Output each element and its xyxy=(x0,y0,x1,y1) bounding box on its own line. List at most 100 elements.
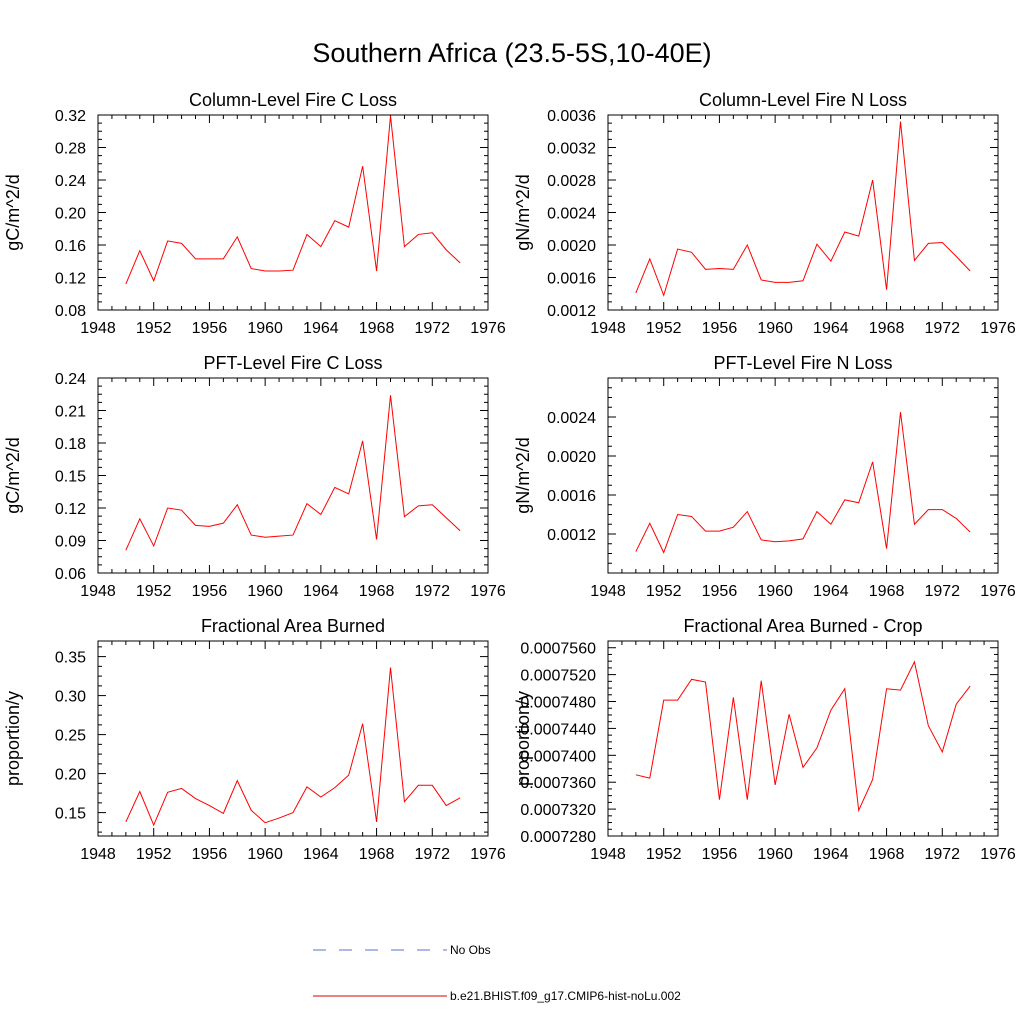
y-axis-label: gN/m^2/d xyxy=(513,437,533,513)
y-tick-label: 0.32 xyxy=(55,108,86,125)
x-tick-label: 1972 xyxy=(924,583,960,600)
y-axis-label: proportion/y xyxy=(513,691,533,786)
chart-panel-5: Fractional Area Burned proportion/y 1948 19… xyxy=(3,616,506,863)
y-tick-label: 0.28 xyxy=(55,141,86,158)
panel-title: Fractional Area Burned xyxy=(201,616,385,636)
y-tick-label: 0.0024 xyxy=(547,410,596,427)
x-tick-label: 1956 xyxy=(702,846,738,863)
x-tick-label: 1960 xyxy=(247,320,283,337)
x-tick-label: 1952 xyxy=(136,320,172,337)
y-tick-label: 0.0036 xyxy=(547,108,596,125)
y-tick-label: 0.0016 xyxy=(547,488,596,505)
y-tick-label: 0.09 xyxy=(55,534,86,551)
y-tick-label: 0.18 xyxy=(55,436,86,453)
y-tick-label: 0.0020 xyxy=(547,449,596,466)
x-tick-label: 1976 xyxy=(980,846,1016,863)
panel-title: Column-Level Fire N Loss xyxy=(699,90,907,110)
y-tick-label: 0.24 xyxy=(55,371,86,388)
x-tick-label: 1976 xyxy=(470,846,506,863)
series-line xyxy=(635,660,971,813)
x-tick-label: 1960 xyxy=(757,320,793,337)
x-tick-label: 1972 xyxy=(414,320,450,337)
y-tick-label: 0.0032 xyxy=(547,141,596,158)
chart-panel-3: PFT-Level Fire C Loss gC/m^2/d 1948 1952 195… xyxy=(3,353,506,600)
x-tick-label: 1976 xyxy=(470,583,506,600)
y-tick-label: 0.06 xyxy=(55,566,86,583)
x-tick-label: 1968 xyxy=(869,583,905,600)
x-tick-label: 1972 xyxy=(414,846,450,863)
main-title: Southern Africa (23.5-5S,10-40E) xyxy=(312,38,712,68)
y-tick-label: 0.20 xyxy=(55,206,86,223)
y-tick-label: 0.0007360 xyxy=(520,775,596,792)
chart-panel-4: PFT-Level Fire N Loss gN/m^2/d 1948 1952 195… xyxy=(513,353,1016,600)
x-tick-label: 1956 xyxy=(192,320,228,337)
y-tick-label: 0.0007280 xyxy=(520,829,596,846)
x-tick-label: 1964 xyxy=(813,583,849,600)
y-tick-label: 0.24 xyxy=(55,173,86,190)
y-tick-label: 0.0007440 xyxy=(520,721,596,738)
x-tick-label: 1956 xyxy=(702,320,738,337)
y-tick-label: 0.0007560 xyxy=(520,641,596,658)
x-tick-label: 1956 xyxy=(192,583,228,600)
x-tick-label: 1976 xyxy=(470,320,506,337)
x-tick-label: 1956 xyxy=(192,846,228,863)
x-tick-label: 1948 xyxy=(80,583,116,600)
x-tick-label: 1968 xyxy=(869,846,905,863)
x-tick-label: 1964 xyxy=(303,583,339,600)
y-tick-label: 0.0016 xyxy=(547,271,596,288)
y-tick-label: 0.0028 xyxy=(547,173,596,190)
x-tick-label: 1960 xyxy=(757,846,793,863)
x-tick-label: 1948 xyxy=(80,320,116,337)
x-tick-label: 1952 xyxy=(136,583,172,600)
y-tick-label: 0.08 xyxy=(55,303,86,320)
panel-title: PFT-Level Fire N Loss xyxy=(713,353,892,373)
x-tick-label: 1968 xyxy=(359,846,395,863)
chart-panel-2: Column-Level Fire N Loss gN/m^2/d 1948 1952… xyxy=(513,90,1016,337)
series-line xyxy=(125,115,461,285)
x-tick-label: 1964 xyxy=(303,320,339,337)
y-tick-label: 0.12 xyxy=(55,271,86,288)
series-line xyxy=(125,667,461,827)
y-tick-label: 0.0024 xyxy=(547,206,596,223)
series-line xyxy=(635,412,971,554)
series-line xyxy=(125,395,461,551)
panel-title: Column-Level Fire C Loss xyxy=(189,90,397,110)
y-tick-label: 0.15 xyxy=(55,806,86,823)
series-line xyxy=(635,121,971,297)
x-tick-label: 1948 xyxy=(590,320,626,337)
y-axis-label: gC/m^2/d xyxy=(3,437,23,513)
legend-item-model: b.e21.BHIST.f09_g17.CMIP6-hist-noLu.002 xyxy=(313,989,681,1003)
y-tick-label: 0.20 xyxy=(55,767,86,784)
x-tick-label: 1952 xyxy=(646,583,682,600)
y-tick-label: 0.16 xyxy=(55,238,86,255)
chart-panel-6: Fractional Area Burned - Crop proportion/… xyxy=(513,616,1016,863)
x-tick-label: 1952 xyxy=(646,846,682,863)
legend-label-model: b.e21.BHIST.f09_g17.CMIP6-hist-noLu.002 xyxy=(450,989,681,1003)
x-tick-label: 1960 xyxy=(247,583,283,600)
x-tick-label: 1976 xyxy=(980,583,1016,600)
y-tick-label: 0.0007520 xyxy=(520,668,596,685)
x-tick-label: 1964 xyxy=(303,846,339,863)
legend-item-obs: No Obs xyxy=(313,943,491,957)
x-tick-label: 1952 xyxy=(136,846,172,863)
panel-title: PFT-Level Fire C Loss xyxy=(203,353,382,373)
y-tick-label: 0.0007480 xyxy=(520,695,596,712)
x-tick-label: 1972 xyxy=(414,583,450,600)
y-tick-label: 0.0020 xyxy=(547,238,596,255)
y-axis-label: proportion/y xyxy=(3,691,23,786)
y-tick-label: 0.0007400 xyxy=(520,748,596,765)
x-tick-label: 1948 xyxy=(590,583,626,600)
x-tick-label: 1968 xyxy=(869,320,905,337)
y-tick-label: 0.25 xyxy=(55,728,86,745)
x-tick-label: 1948 xyxy=(80,846,116,863)
x-tick-label: 1972 xyxy=(924,846,960,863)
y-tick-label: 0.30 xyxy=(55,689,86,706)
y-axis-label: gN/m^2/d xyxy=(513,174,533,250)
chart-panel-1: Column-Level Fire C Loss gC/m^2/d 1948 1952… xyxy=(3,90,506,337)
x-tick-label: 1968 xyxy=(359,320,395,337)
x-tick-label: 1976 xyxy=(980,320,1016,337)
x-tick-label: 1952 xyxy=(646,320,682,337)
x-tick-label: 1964 xyxy=(813,846,849,863)
